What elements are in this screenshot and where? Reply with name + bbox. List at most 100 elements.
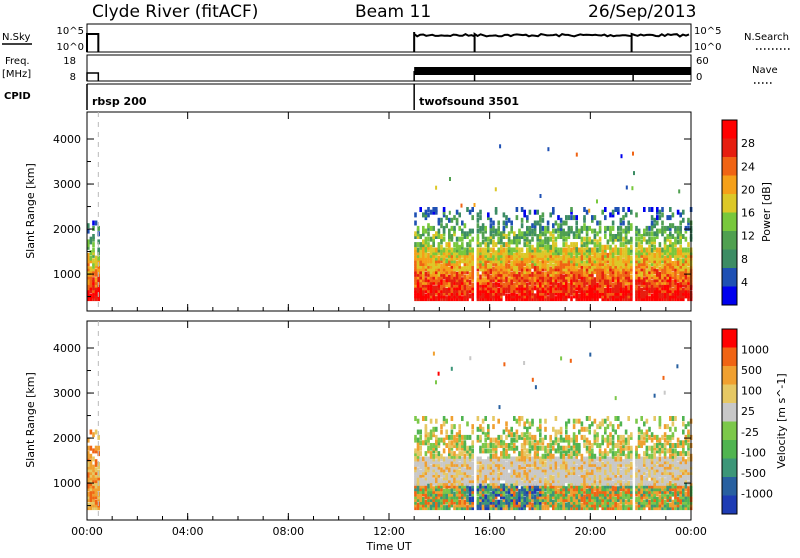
heatmap-cell (672, 280, 675, 285)
heatmap-cell (591, 248, 594, 253)
nsearch-tick-bottom: 10^0 (694, 42, 721, 53)
heatmap-cell (664, 237, 667, 242)
heatmap-cell (638, 285, 641, 290)
heatmap-cell (503, 221, 506, 226)
heatmap-cell (646, 248, 649, 253)
heatmap-cell (570, 296, 573, 301)
heatmap-cell (95, 221, 98, 226)
heatmap-cell (526, 467, 529, 472)
heatmap-cell (656, 457, 659, 462)
heatmap-cell (672, 234, 675, 239)
power-colorbar-label: Power [dB] (760, 182, 773, 242)
heatmap-cell (419, 440, 422, 445)
heatmap-cell (417, 226, 420, 231)
heatmap-cell (591, 448, 594, 453)
heatmap-cell (612, 424, 615, 429)
heatmap-cell (646, 419, 649, 424)
heatmap-cell (601, 462, 604, 467)
heatmap-cell (617, 467, 620, 472)
heatmap-cell (90, 266, 93, 271)
heatmap-cell (417, 419, 420, 424)
heatmap-cell (627, 446, 630, 451)
heatmap-cell (500, 451, 503, 456)
heatmap-cell (516, 207, 519, 212)
heatmap-cell (461, 440, 464, 445)
heatmap-cell (617, 475, 620, 480)
heatmap-cell (573, 419, 576, 424)
heatmap-cell (435, 427, 438, 432)
heatmap-cell (529, 457, 532, 462)
heatmap-cell (451, 435, 454, 440)
heatmap-cell (609, 457, 612, 462)
heatmap-cell (477, 457, 480, 462)
heatmap-cell (544, 427, 547, 432)
heatmap-cell (672, 242, 675, 247)
heatmap-cell (568, 419, 571, 424)
heatmap-cell (445, 248, 448, 253)
heatmap-cell (565, 421, 568, 426)
heatmap-cell (516, 457, 519, 462)
heatmap-cell (557, 215, 560, 220)
heatmap-cell (669, 502, 672, 507)
heatmap-cell (685, 248, 688, 253)
heatmap-cell (92, 226, 95, 231)
heatmap-cell (477, 277, 480, 282)
heatmap-cell (453, 248, 456, 253)
heatmap-cell (640, 440, 643, 445)
velocity-heatmap (87, 352, 692, 511)
heatmap-cell (510, 457, 513, 462)
heatmap-cell (646, 446, 649, 451)
heatmap-cell (682, 288, 685, 293)
heatmap-cell (539, 432, 542, 437)
heatmap-cell (471, 237, 474, 242)
heatmap-cell (90, 446, 93, 451)
heatmap-cell (583, 494, 586, 499)
heatmap-cell (685, 237, 688, 242)
heatmap-cell (469, 280, 472, 285)
heatmap-cell (586, 489, 589, 494)
heatmap-cell (666, 215, 669, 220)
heatmap-cell (438, 229, 441, 234)
heatmap-cell (487, 494, 490, 499)
heatmap-cell (604, 215, 607, 220)
heatmap-cell (414, 231, 417, 236)
heatmap-cell (497, 221, 500, 226)
heatmap-cell (555, 221, 558, 226)
colorbar-swatch (722, 120, 737, 139)
heatmap-cell (586, 237, 589, 242)
nsearch-label: N.Search (744, 32, 789, 43)
heatmap-cell (482, 231, 485, 236)
ytick-label: 4000 (53, 133, 81, 146)
heatmap-cell (508, 430, 511, 435)
heatmap-cell (609, 288, 612, 293)
heatmap-cell (601, 245, 604, 250)
heatmap-cell (653, 416, 656, 421)
heatmap-cell (607, 457, 610, 462)
heatmap-cell (614, 430, 617, 435)
heatmap-cell (648, 207, 651, 212)
nsky-tick-bottom: 10^0 (57, 42, 84, 53)
heatmap-cell (518, 229, 521, 234)
heatmap-cell (601, 435, 604, 440)
heatmap-cell (625, 505, 628, 510)
heatmap-cell (95, 430, 98, 435)
heatmap-cell (609, 226, 612, 231)
heatmap-cell (682, 218, 685, 223)
heatmap-cell (620, 242, 623, 247)
heatmap-cell (464, 248, 467, 253)
heatmap-cell (484, 416, 487, 421)
heatmap-cell (469, 435, 472, 440)
heatmap-cell (666, 435, 669, 440)
heatmap-cell (638, 229, 641, 234)
heatmap-cell (508, 454, 511, 459)
heatmap-cell (445, 457, 448, 462)
heatmap-cell (523, 231, 526, 236)
heatmap-cell (627, 248, 630, 253)
heatmap-cell (565, 446, 568, 451)
heatmap-cell (557, 467, 560, 472)
heatmap-cell (586, 285, 589, 290)
heatmap-cell (427, 207, 430, 212)
heatmap-cell (508, 231, 511, 236)
heatmap-cell (653, 245, 656, 250)
heatmap-cell (521, 432, 524, 437)
